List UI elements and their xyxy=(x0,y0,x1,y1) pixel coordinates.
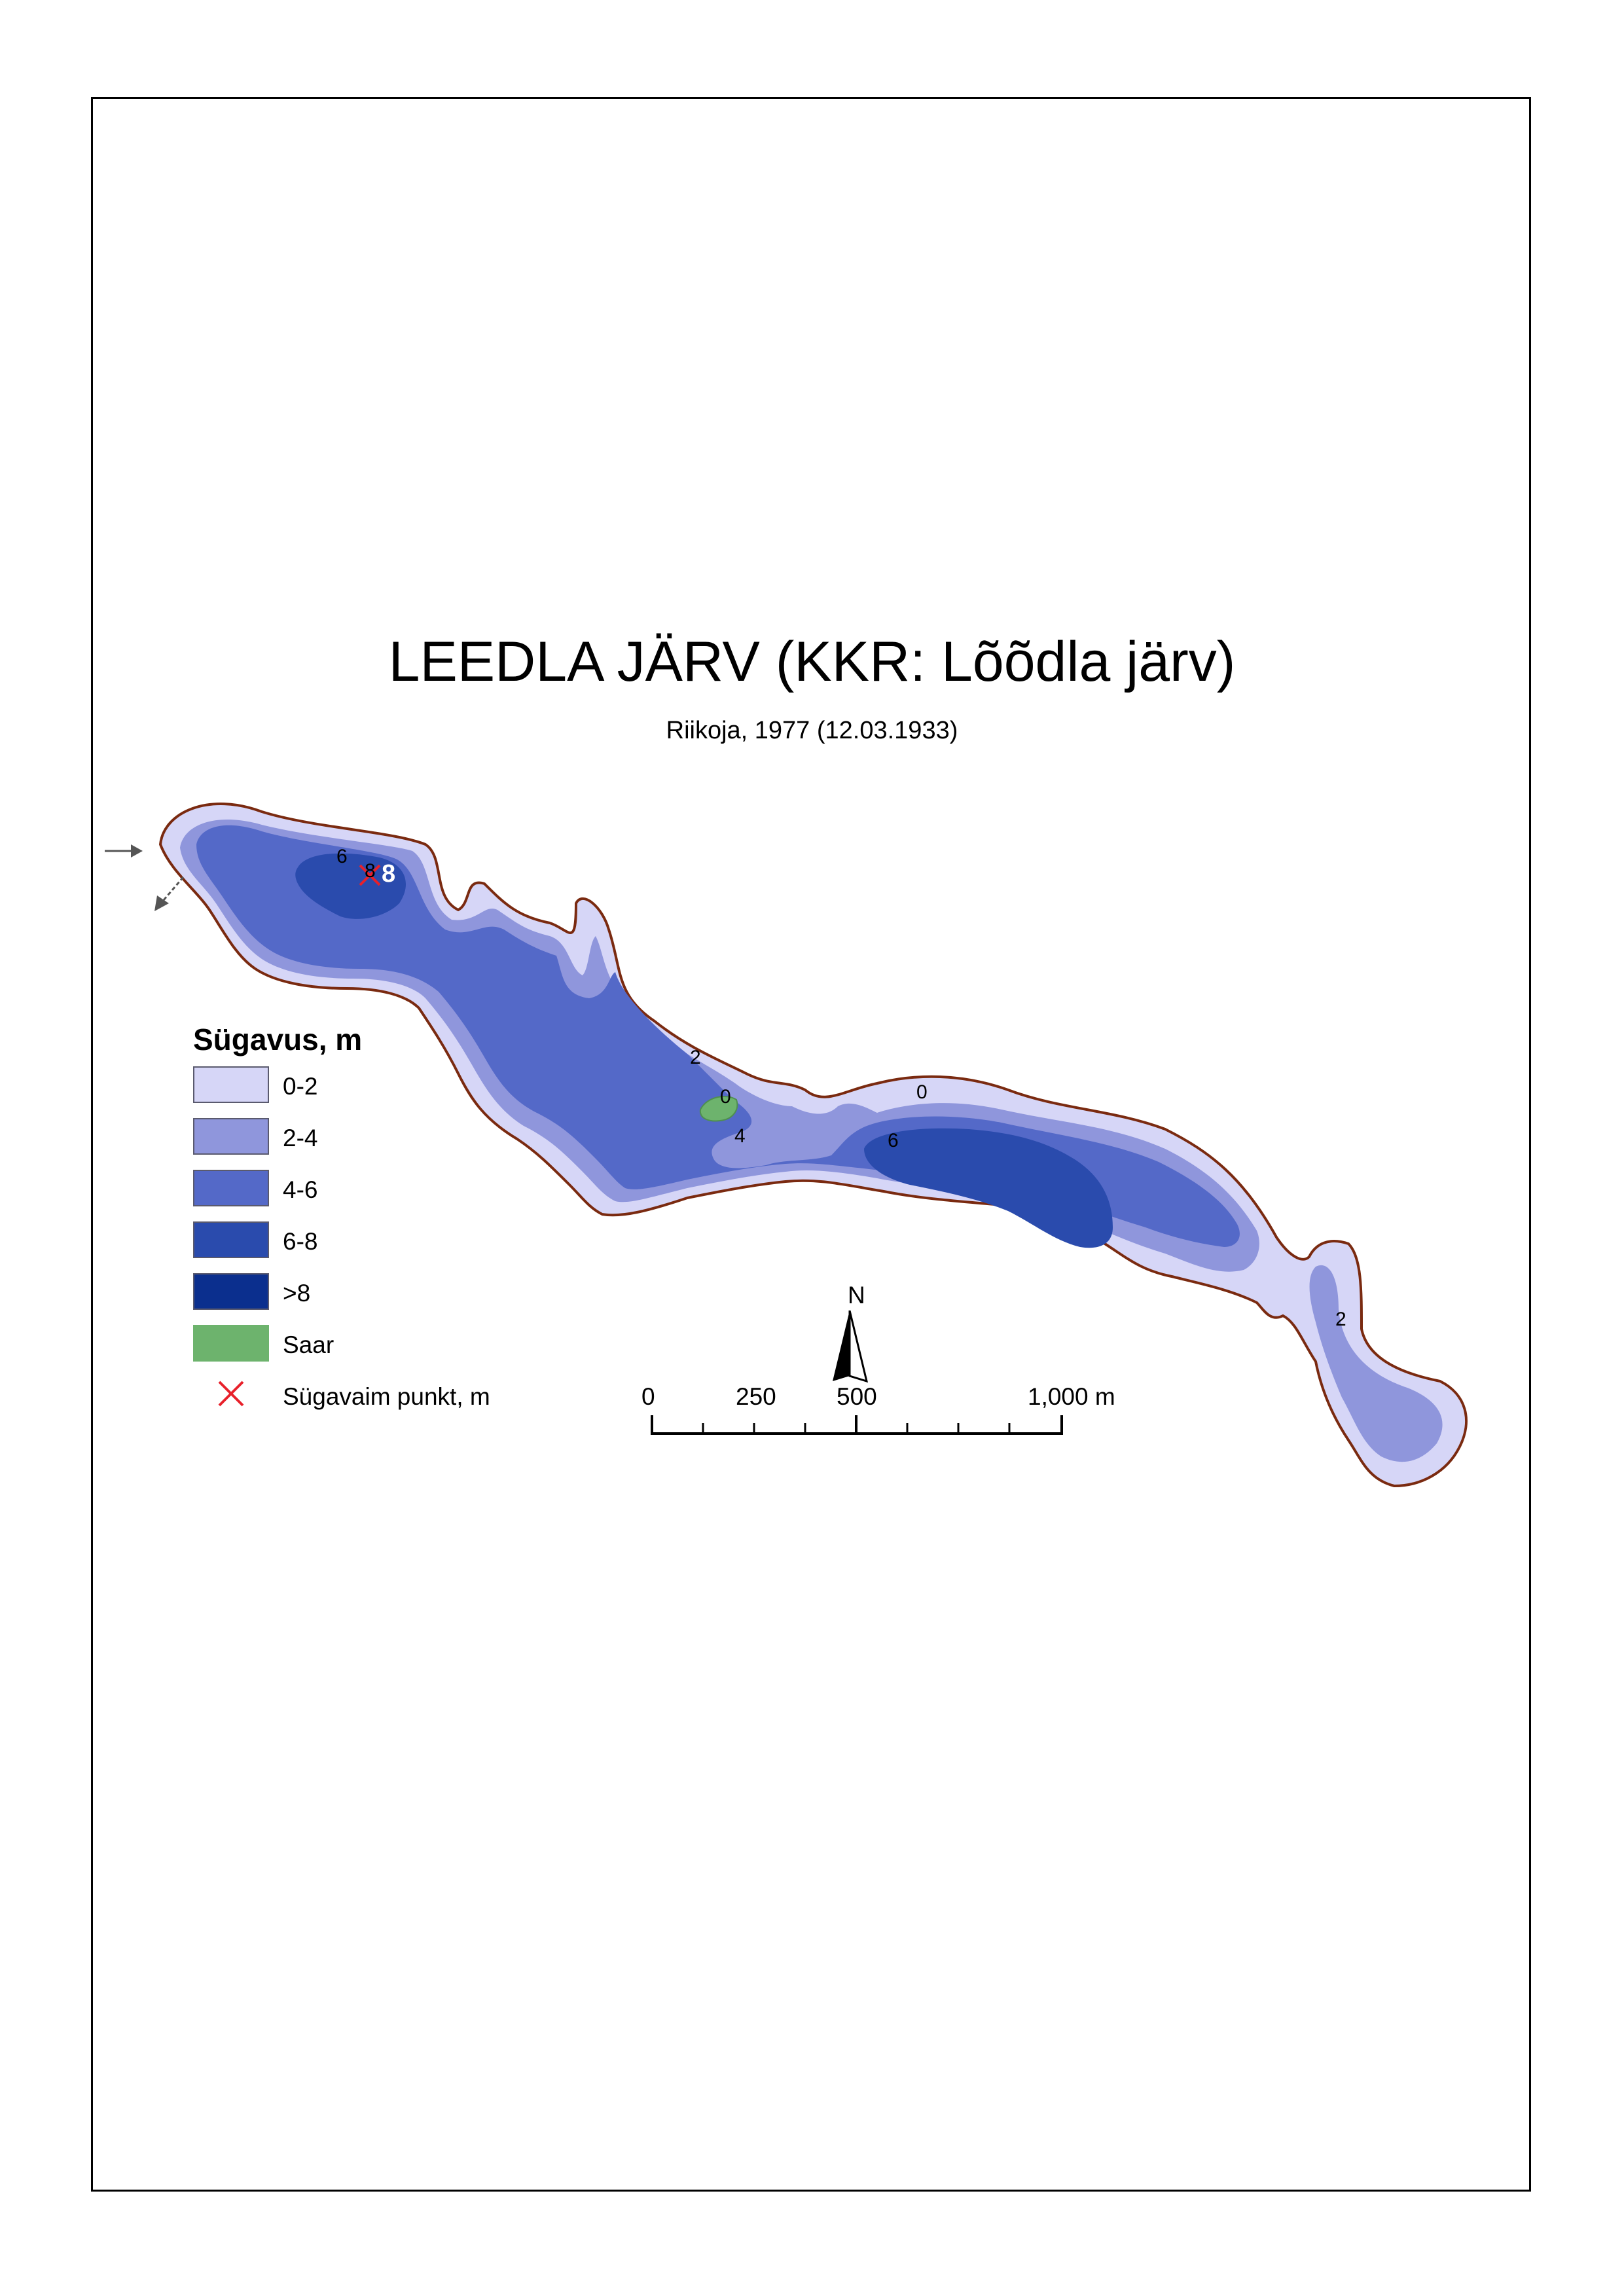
scale-label: 1,000 m xyxy=(1028,1383,1115,1410)
legend-swatch xyxy=(193,1118,269,1155)
legend-item: Sügavaim punkt, m xyxy=(193,1377,586,1415)
outflow-arrow-icon xyxy=(154,876,185,911)
legend-label: Sügavaim punkt, m xyxy=(283,1383,490,1410)
legend-item: 6-8 xyxy=(193,1221,586,1259)
legend-item: 4-6 xyxy=(193,1170,586,1208)
depth-label: 0 xyxy=(916,1081,928,1103)
legend-swatch xyxy=(193,1221,269,1258)
legend-swatch xyxy=(193,1066,269,1103)
deepest-point-marker xyxy=(359,864,381,886)
red-x-icon xyxy=(218,1381,244,1407)
legend-title: Sügavus, m xyxy=(193,1022,363,1057)
north-arrow-icon xyxy=(833,1310,869,1382)
legend-label: Saar xyxy=(283,1331,334,1358)
deepest-point-label: 8 xyxy=(382,860,395,888)
legend-swatch xyxy=(193,1325,269,1362)
depth-label: 8 xyxy=(365,860,376,882)
map-subtitle: Riikoja, 1977 (12.03.1933) xyxy=(666,717,958,744)
legend-swatch xyxy=(193,1273,269,1310)
depth-zone-6-8-se xyxy=(864,1128,1113,1248)
depth-label: 6 xyxy=(336,846,348,867)
depth-label: 2 xyxy=(1335,1309,1346,1330)
legend: Sügavus, m 0-2 2-4 4-6 6-8 >8 Saar Sügav… xyxy=(193,1024,586,1428)
north-label: N xyxy=(848,1282,865,1309)
scale-bar xyxy=(651,1415,1063,1435)
depth-label: 0 xyxy=(720,1086,731,1108)
depth-label: 6 xyxy=(888,1130,899,1151)
depth-label: 2 xyxy=(690,1047,701,1068)
island xyxy=(699,1096,738,1122)
scale-label: 0 xyxy=(641,1383,655,1410)
legend-item: Saar xyxy=(193,1325,586,1363)
inflow-arrow-icon xyxy=(105,844,143,858)
depth-zone-6-8-nw xyxy=(295,853,406,919)
scale-label: 500 xyxy=(837,1383,877,1410)
scale-label: 250 xyxy=(736,1383,776,1410)
map-title: LEEDLA JÄRV (KKR: Lõõdla järv) xyxy=(388,630,1236,693)
legend-item: 2-4 xyxy=(193,1118,586,1156)
scale-bar-group: N 0 250 500 1,000 m xyxy=(641,1282,1115,1453)
legend-swatch xyxy=(193,1170,269,1206)
depth-zone-2-4-se-lobe xyxy=(1309,1265,1443,1462)
depth-label: 4 xyxy=(734,1125,746,1147)
legend-item: >8 xyxy=(193,1273,586,1311)
legend-label: 2-4 xyxy=(283,1125,318,1151)
legend-label: 6-8 xyxy=(283,1228,318,1255)
legend-item: 0-2 xyxy=(193,1066,586,1104)
legend-label: >8 xyxy=(283,1280,311,1307)
legend-label: 0-2 xyxy=(283,1073,318,1100)
map-frame xyxy=(91,97,1531,2192)
legend-label: 4-6 xyxy=(283,1176,318,1203)
